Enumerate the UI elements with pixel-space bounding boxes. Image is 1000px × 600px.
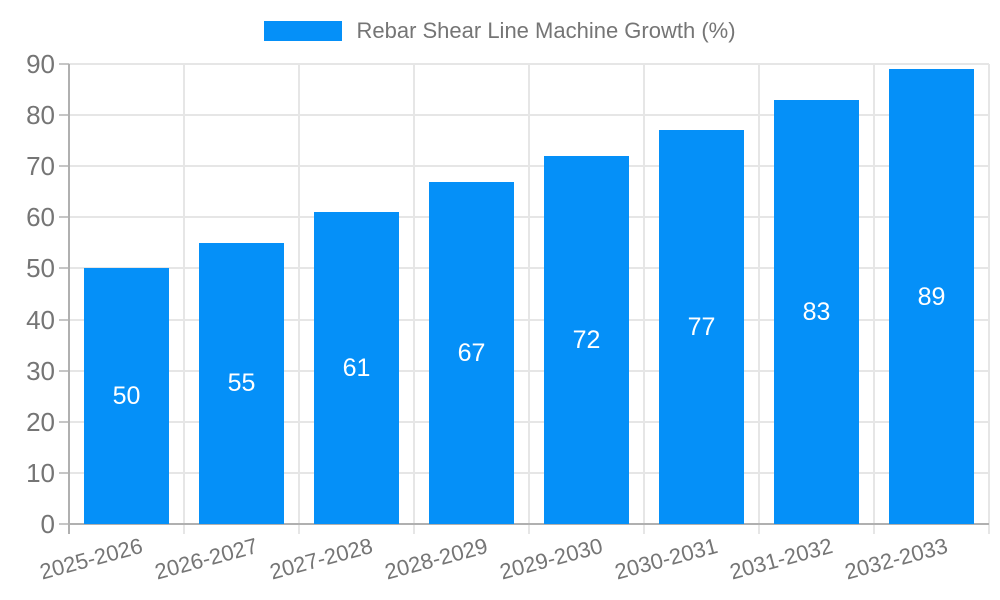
legend-swatch: [264, 21, 343, 41]
y-axis-tick-label: 10: [26, 457, 55, 488]
bar-value-label: 50: [112, 382, 141, 411]
y-axis-tick: [59, 420, 69, 423]
bar-2029-2030[interactable]: 72: [544, 156, 629, 524]
bar-value-label: 89: [917, 282, 946, 311]
gridline-vertical: [298, 64, 300, 534]
bar-value-label: 55: [227, 369, 256, 398]
legend-label: Rebar Shear Line Machine Growth (%): [356, 18, 736, 43]
y-axis-tick: [59, 369, 69, 372]
y-axis-tick: [59, 165, 69, 168]
bar-2026-2027[interactable]: 55: [199, 242, 284, 524]
gridline-vertical: [988, 64, 990, 534]
gridline-vertical: [643, 64, 645, 534]
y-axis-tick-label: 0: [40, 509, 55, 539]
y-axis-tick: [59, 267, 69, 270]
y-axis-tick-label: 50: [26, 253, 55, 284]
y-axis-tick: [59, 216, 69, 219]
bar-2025-2026[interactable]: 50: [84, 268, 169, 524]
bar-value-label: 72: [572, 326, 601, 354]
y-axis-tick-label: 60: [26, 202, 55, 233]
bar-2031-2032[interactable]: 83: [774, 99, 859, 524]
y-axis-tick: [59, 523, 69, 525]
bar-value-label: 61: [342, 354, 371, 383]
bar-value-label: 83: [802, 297, 831, 326]
bar-2032-2033[interactable]: 89: [889, 69, 974, 524]
y-axis-tick: [59, 114, 69, 117]
y-axis-tick: [59, 63, 69, 65]
y-axis-tick-label: 80: [26, 100, 55, 131]
gridline-vertical: [873, 64, 875, 534]
bar-2028-2029[interactable]: 67: [429, 181, 514, 524]
y-axis-tick-label: 20: [26, 406, 55, 437]
gridline-vertical: [528, 64, 530, 534]
y-axis-tick: [59, 471, 69, 474]
gridline-vertical: [183, 64, 185, 534]
chart-legend[interactable]: Rebar Shear Line Machine Growth (%): [0, 18, 1000, 44]
gridline-vertical: [758, 64, 760, 534]
y-axis-tick-label: 70: [26, 151, 55, 182]
y-axis-line: [68, 64, 70, 534]
y-axis-tick: [59, 318, 69, 321]
bar-value-label: 67: [457, 338, 486, 367]
x-axis-line: [69, 523, 989, 525]
y-axis-tick-label: 90: [26, 49, 55, 79]
y-axis-tick-label: 30: [26, 355, 55, 386]
bar-2030-2031[interactable]: 77: [659, 130, 744, 524]
y-axis-tick-label: 40: [26, 304, 55, 335]
bar-2027-2028[interactable]: 61: [314, 212, 399, 524]
gridline-vertical: [413, 64, 415, 534]
bar-value-label: 77: [687, 313, 716, 342]
